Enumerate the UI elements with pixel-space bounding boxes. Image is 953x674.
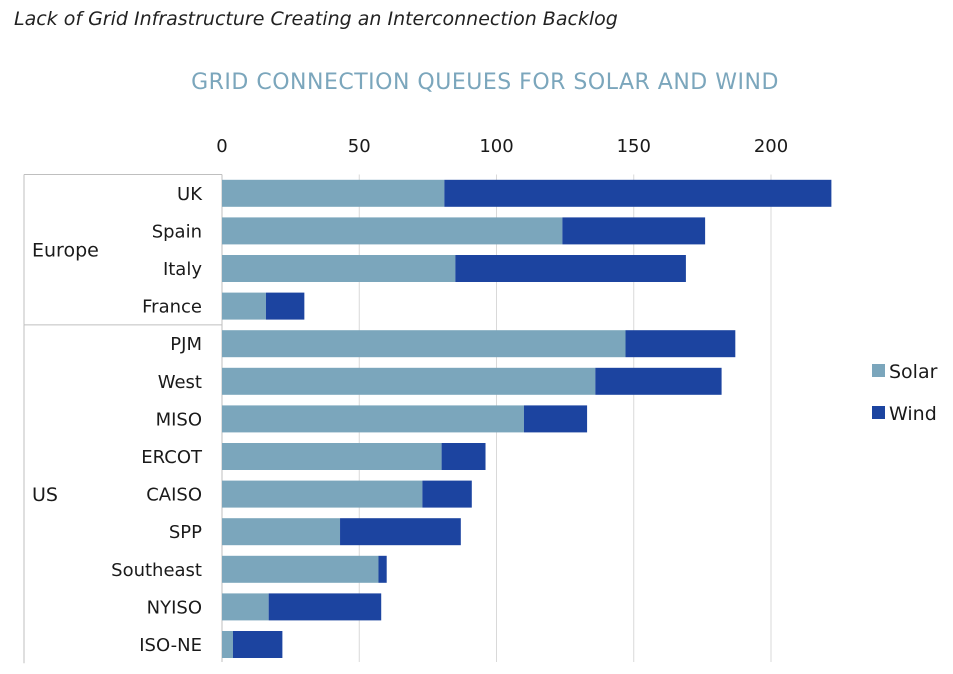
category-label: NYISO bbox=[147, 597, 202, 618]
bar-wind-iso-ne bbox=[232, 631, 283, 658]
x-axis-ticks: 0 50 100 150 200 bbox=[216, 136, 788, 157]
legend-swatch-wind bbox=[872, 406, 885, 419]
category-group-brackets bbox=[23, 174, 222, 664]
bar-solar-uk bbox=[222, 179, 445, 207]
group-labels: Europe US bbox=[32, 240, 99, 506]
bars bbox=[222, 179, 832, 658]
bar-solar-spain bbox=[222, 217, 563, 245]
category-label: Italy bbox=[163, 259, 202, 280]
x-tick-label: 50 bbox=[348, 136, 371, 157]
page-subtitle: Lack of Grid Infrastructure Creating an … bbox=[14, 8, 618, 30]
category-label: ERCOT bbox=[141, 447, 203, 468]
category-labels: UK Spain Italy France PJM West MISO ERCOT CAISO S… bbox=[111, 184, 203, 656]
bar-wind-caiso bbox=[422, 480, 472, 508]
category-label: West bbox=[158, 372, 202, 393]
bar-wind-west bbox=[595, 367, 722, 395]
bar-wind-miso bbox=[523, 405, 588, 433]
bar-solar-southeast bbox=[222, 555, 379, 583]
bar-wind-nyiso bbox=[268, 593, 382, 621]
category-label: UK bbox=[177, 184, 203, 205]
bar-solar-france bbox=[222, 292, 266, 320]
bar-solar-nyiso bbox=[222, 593, 269, 621]
bar-wind-ercot bbox=[441, 443, 486, 470]
bar-wind-italy bbox=[455, 255, 686, 282]
category-label: France bbox=[142, 297, 202, 318]
x-tick-label: 0 bbox=[216, 136, 227, 157]
category-label: Spain bbox=[152, 221, 202, 242]
group-label-us: US bbox=[32, 484, 58, 506]
legend-label-wind: Wind bbox=[889, 403, 937, 425]
bar-solar-west bbox=[222, 367, 596, 395]
legend-label-solar: Solar bbox=[889, 361, 938, 383]
bar-solar-spp bbox=[222, 518, 341, 546]
bar-solar-italy bbox=[222, 255, 456, 282]
chart-title: GRID CONNECTION QUEUES FOR SOLAR AND WIN… bbox=[191, 70, 779, 95]
bar-wind-southeast bbox=[378, 555, 387, 583]
category-label: Southeast bbox=[111, 560, 202, 581]
category-label: PJM bbox=[170, 334, 202, 355]
bar-solar-pjm bbox=[222, 330, 626, 358]
category-label: CAISO bbox=[146, 485, 202, 506]
bar-wind-spain bbox=[562, 217, 706, 245]
bar-wind-uk bbox=[444, 179, 832, 207]
bar-solar-ercot bbox=[222, 443, 442, 470]
group-label-europe: Europe bbox=[32, 240, 99, 262]
x-tick-label: 200 bbox=[754, 136, 788, 157]
x-tick-label: 100 bbox=[479, 136, 513, 157]
bar-solar-caiso bbox=[222, 480, 423, 508]
category-label: ISO-NE bbox=[139, 635, 202, 656]
bar-wind-spp bbox=[340, 518, 461, 546]
category-label: SPP bbox=[169, 522, 202, 543]
x-tick-label: 150 bbox=[617, 136, 651, 157]
bar-solar-iso-ne bbox=[222, 631, 233, 658]
legend: Solar Wind bbox=[872, 361, 938, 425]
category-label: MISO bbox=[156, 409, 202, 430]
bar-wind-france bbox=[265, 292, 305, 320]
legend-swatch-solar bbox=[872, 364, 885, 377]
bar-solar-miso bbox=[222, 405, 524, 433]
bar-wind-pjm bbox=[625, 330, 736, 358]
